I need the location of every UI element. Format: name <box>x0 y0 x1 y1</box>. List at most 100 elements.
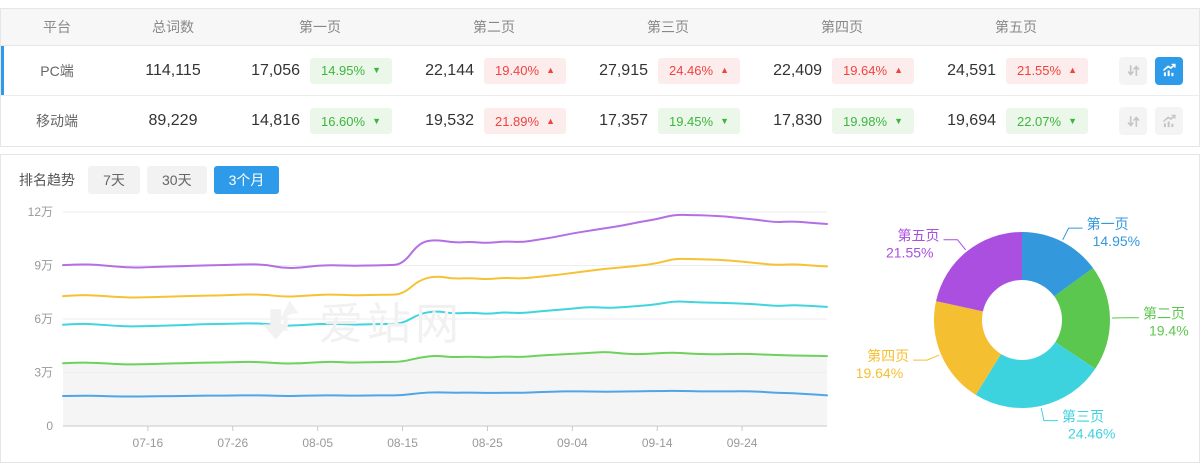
donut-slice-第四页[interactable] <box>934 301 1001 395</box>
page5-cell: 24,591 21.55% ▲ <box>929 57 1103 84</box>
y-axis-tick-label: 3万 <box>34 366 53 380</box>
tab-3months[interactable]: 3个月 <box>213 166 280 194</box>
page2-cell: 19,532 21.89% ▲ <box>407 108 581 134</box>
donut-label-percent: 19.64% <box>857 365 903 381</box>
donut-label-name: 第二页 <box>1143 306 1185 322</box>
page5-change-badge: 22.07% ▼ <box>1006 108 1088 134</box>
page4-value: 17,830 <box>773 112 822 129</box>
tab-30days[interactable]: 30天 <box>147 166 207 194</box>
y-axis-tick-label: 6万 <box>34 312 53 326</box>
series-line-第三页累计 <box>62 300 828 328</box>
platform-label: PC端 <box>40 62 74 79</box>
x-axis-tick-label: 08-25 <box>472 436 503 450</box>
trend-title: 排名趋势 <box>19 172 75 188</box>
donut-label-line <box>1062 227 1083 240</box>
trend-arrow-icon: ▼ <box>1068 115 1077 126</box>
col-header-page1: 第一页 <box>299 19 341 35</box>
trend-arrow-icon: ▲ <box>546 65 555 75</box>
trend-arrow-icon: ▲ <box>1068 65 1077 75</box>
row-actions <box>1103 56 1199 85</box>
donut-label-line <box>913 354 940 361</box>
donut-label-percent: 24.46% <box>1068 426 1115 442</box>
page5-cell: 19,694 22.07% ▼ <box>929 108 1103 134</box>
rank-trend-line-chart[interactable]: 0 3万 6万 9万 12万 07-16 07-26 08-05 08-15 08-25 09-04… <box>1 196 847 464</box>
donut-label-percent: 21.55% <box>886 245 933 261</box>
x-axis-tick-label: 09-14 <box>642 436 673 450</box>
page2-change-badge: 19.40% ▲ <box>484 57 566 84</box>
trend-toolbar: 排名趋势 7天 30天 3个月 <box>1 155 1199 194</box>
table-row-pc[interactable]: PC端 114,115 17,056 14.95% ▼ 22,144 19.40%… <box>1 46 1199 96</box>
x-axis-tick-label: 08-05 <box>302 436 333 450</box>
page2-value: 19,532 <box>425 112 474 129</box>
donut-label-name: 第四页 <box>867 348 909 364</box>
page5-value: 19,694 <box>947 112 996 129</box>
donut-label-name: 第五页 <box>897 228 939 244</box>
donut-label-name: 第三页 <box>1062 409 1104 425</box>
x-axis-tick-label: 07-16 <box>133 436 164 450</box>
y-axis-tick-label: 12万 <box>28 205 53 219</box>
page3-change-badge: 24.46% ▲ <box>658 57 740 84</box>
col-header-page5: 第五页 <box>995 19 1037 35</box>
donut-slice-第二页[interactable] <box>1054 268 1110 369</box>
page2-cell: 22,144 19.40% ▲ <box>407 57 581 84</box>
x-axis-tick-label: 08-15 <box>387 436 418 450</box>
trend-arrow-icon: ▲ <box>546 115 555 126</box>
keyword-table: 平台 总词数 第一页 第二页 第三页 第四页 第五页 PC端 114,115 1… <box>0 8 1200 147</box>
donut-label-percent: 14.95% <box>1093 233 1140 249</box>
page4-change-badge: 19.98% ▼ <box>832 108 914 134</box>
donut-label-line <box>943 239 967 251</box>
page5-change-badge: 21.55% ▲ <box>1006 57 1088 84</box>
col-header-platform: 平台 <box>43 19 71 35</box>
col-header-total-words: 总词数 <box>152 19 194 35</box>
x-axis-tick-label: 07-26 <box>217 436 248 450</box>
page4-value: 22,409 <box>773 61 822 79</box>
trend-arrow-icon: ▲ <box>894 65 903 75</box>
y-axis-tick-label: 0 <box>46 419 53 433</box>
donut-chart-wrap: 第一页 14.95% 第二页 19.4% 第三页 24.46% 第四页 19.64% 第五页 21… <box>856 196 1191 453</box>
page2-value: 22,144 <box>425 61 474 79</box>
table-header: 平台 总词数 第一页 第二页 第三页 第四页 第五页 <box>1 9 1199 46</box>
page4-cell: 17,830 19.98% ▼ <box>755 108 929 134</box>
line-chart-wrap: 0 3万 6万 9万 12万 07-16 07-26 08-05 08-15 08-25 09-04… <box>1 196 857 469</box>
page1-value: 14,816 <box>251 112 300 129</box>
trend-chart-button[interactable] <box>1155 56 1183 85</box>
page1-change-badge: 14.95% ▼ <box>310 57 392 84</box>
table-row-mobile[interactable]: 移动端 89,229 14,816 16.60% ▼ 19,532 21.89% ▲… <box>1 96 1199 146</box>
x-axis-tick-label: 09-04 <box>557 436 588 450</box>
page1-value: 17,056 <box>251 61 300 79</box>
row-actions <box>1103 107 1199 135</box>
page2-change-badge: 21.89% ▲ <box>484 108 566 134</box>
tab-7days[interactable]: 7天 <box>88 166 140 194</box>
page3-change-badge: 19.45% ▼ <box>658 108 740 134</box>
series-line-第二页累计 <box>62 351 828 366</box>
page3-cell: 17,357 19.45% ▼ <box>581 108 755 134</box>
page3-cell: 27,915 24.46% ▲ <box>581 57 755 84</box>
series-line-第一页 <box>62 389 828 398</box>
y-axis-tick-label: 9万 <box>34 259 53 273</box>
col-header-page3: 第三页 <box>647 19 689 35</box>
series-line-总词数 <box>62 213 828 270</box>
sort-arrows-button[interactable] <box>1119 107 1147 135</box>
donut-slice-第五页[interactable] <box>936 232 1022 312</box>
trend-arrow-icon: ▼ <box>372 65 381 75</box>
trend-chart-button[interactable] <box>1155 107 1183 135</box>
donut-slice-第一页[interactable] <box>1022 232 1094 297</box>
page4-change-badge: 19.64% ▲ <box>832 57 914 84</box>
donut-slice-第三页[interactable] <box>975 342 1096 408</box>
charts-area: 0 3万 6万 9万 12万 07-16 07-26 08-05 08-15 08-25 09-04… <box>1 196 1199 469</box>
page3-value: 17,357 <box>599 112 648 129</box>
page3-value: 27,915 <box>599 61 648 79</box>
rank-trend-panel: 排名趋势 7天 30天 3个月 0 3万 6万 9万 12万 07-16 07-26 08-0… <box>0 154 1200 463</box>
col-header-page2: 第二页 <box>473 19 515 35</box>
page1-cell: 14,816 16.60% ▼ <box>233 108 407 134</box>
total-words-value: 89,229 <box>148 112 198 129</box>
page1-cell: 17,056 14.95% ▼ <box>233 57 407 84</box>
series-line-第四页累计 <box>62 257 828 299</box>
donut-label-line <box>1040 407 1058 422</box>
page1-change-badge: 16.60% ▼ <box>310 108 392 134</box>
sort-arrows-button[interactable] <box>1119 56 1147 85</box>
col-header-page4: 第四页 <box>821 19 863 35</box>
donut-label-percent: 19.4% <box>1149 323 1189 339</box>
platform-label: 移动端 <box>36 113 78 129</box>
